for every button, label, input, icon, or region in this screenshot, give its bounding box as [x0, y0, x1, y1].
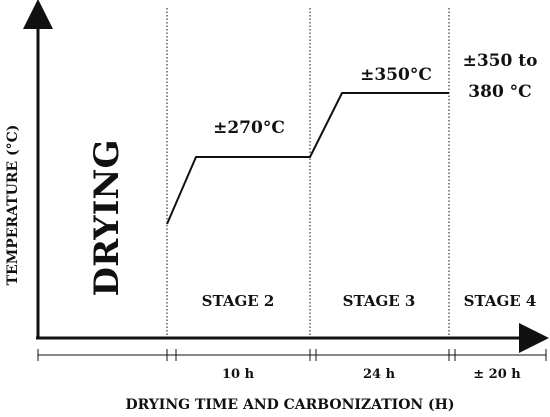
stage-dividers — [166, 8, 450, 338]
stage-4-temperature-line2: 380 °C — [468, 82, 531, 102]
stage-2-temperature: ±270°C — [213, 118, 285, 138]
drying-stage-label: DRYING — [87, 140, 127, 297]
stage-3-temperature: ±350°C — [360, 65, 432, 85]
stage-3-duration: 24 h — [363, 367, 396, 382]
temperature-profile-line — [166, 92, 449, 225]
stage-4-label: STAGE 4 — [464, 292, 537, 310]
x-axis-label: DRYING TIME AND CARBONIZATION (H) — [125, 397, 454, 413]
y-axis-label: TEMPERATURE (°C) — [5, 125, 21, 286]
stage-4-duration: ± 20 h — [473, 367, 521, 382]
stage-3-label: STAGE 3 — [343, 292, 416, 310]
stage-2-label: STAGE 2 — [202, 292, 275, 310]
stage-4-temperature-line1: ±350 to — [463, 51, 538, 71]
duration-bar — [37, 349, 547, 361]
stage-2-duration: 10 h — [222, 367, 255, 382]
